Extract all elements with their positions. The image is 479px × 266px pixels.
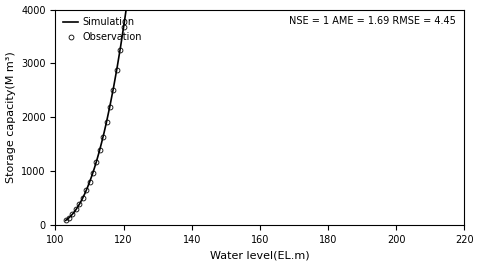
Y-axis label: Storage capacity(M m³): Storage capacity(M m³) <box>6 52 15 183</box>
Line: Observation: Observation <box>63 0 426 223</box>
Text: NSE = 1 AME = 1.69 RMSE = 4.45: NSE = 1 AME = 1.69 RMSE = 4.45 <box>289 16 456 26</box>
Line: Simulation: Simulation <box>66 0 423 221</box>
Simulation <box>63 219 68 222</box>
Observation <box>63 219 68 222</box>
Observation <box>73 208 79 211</box>
X-axis label: Water level(EL.m): Water level(EL.m) <box>210 251 309 260</box>
Legend: Simulation, Observation: Simulation, Observation <box>60 14 145 45</box>
Simulation <box>64 218 70 221</box>
